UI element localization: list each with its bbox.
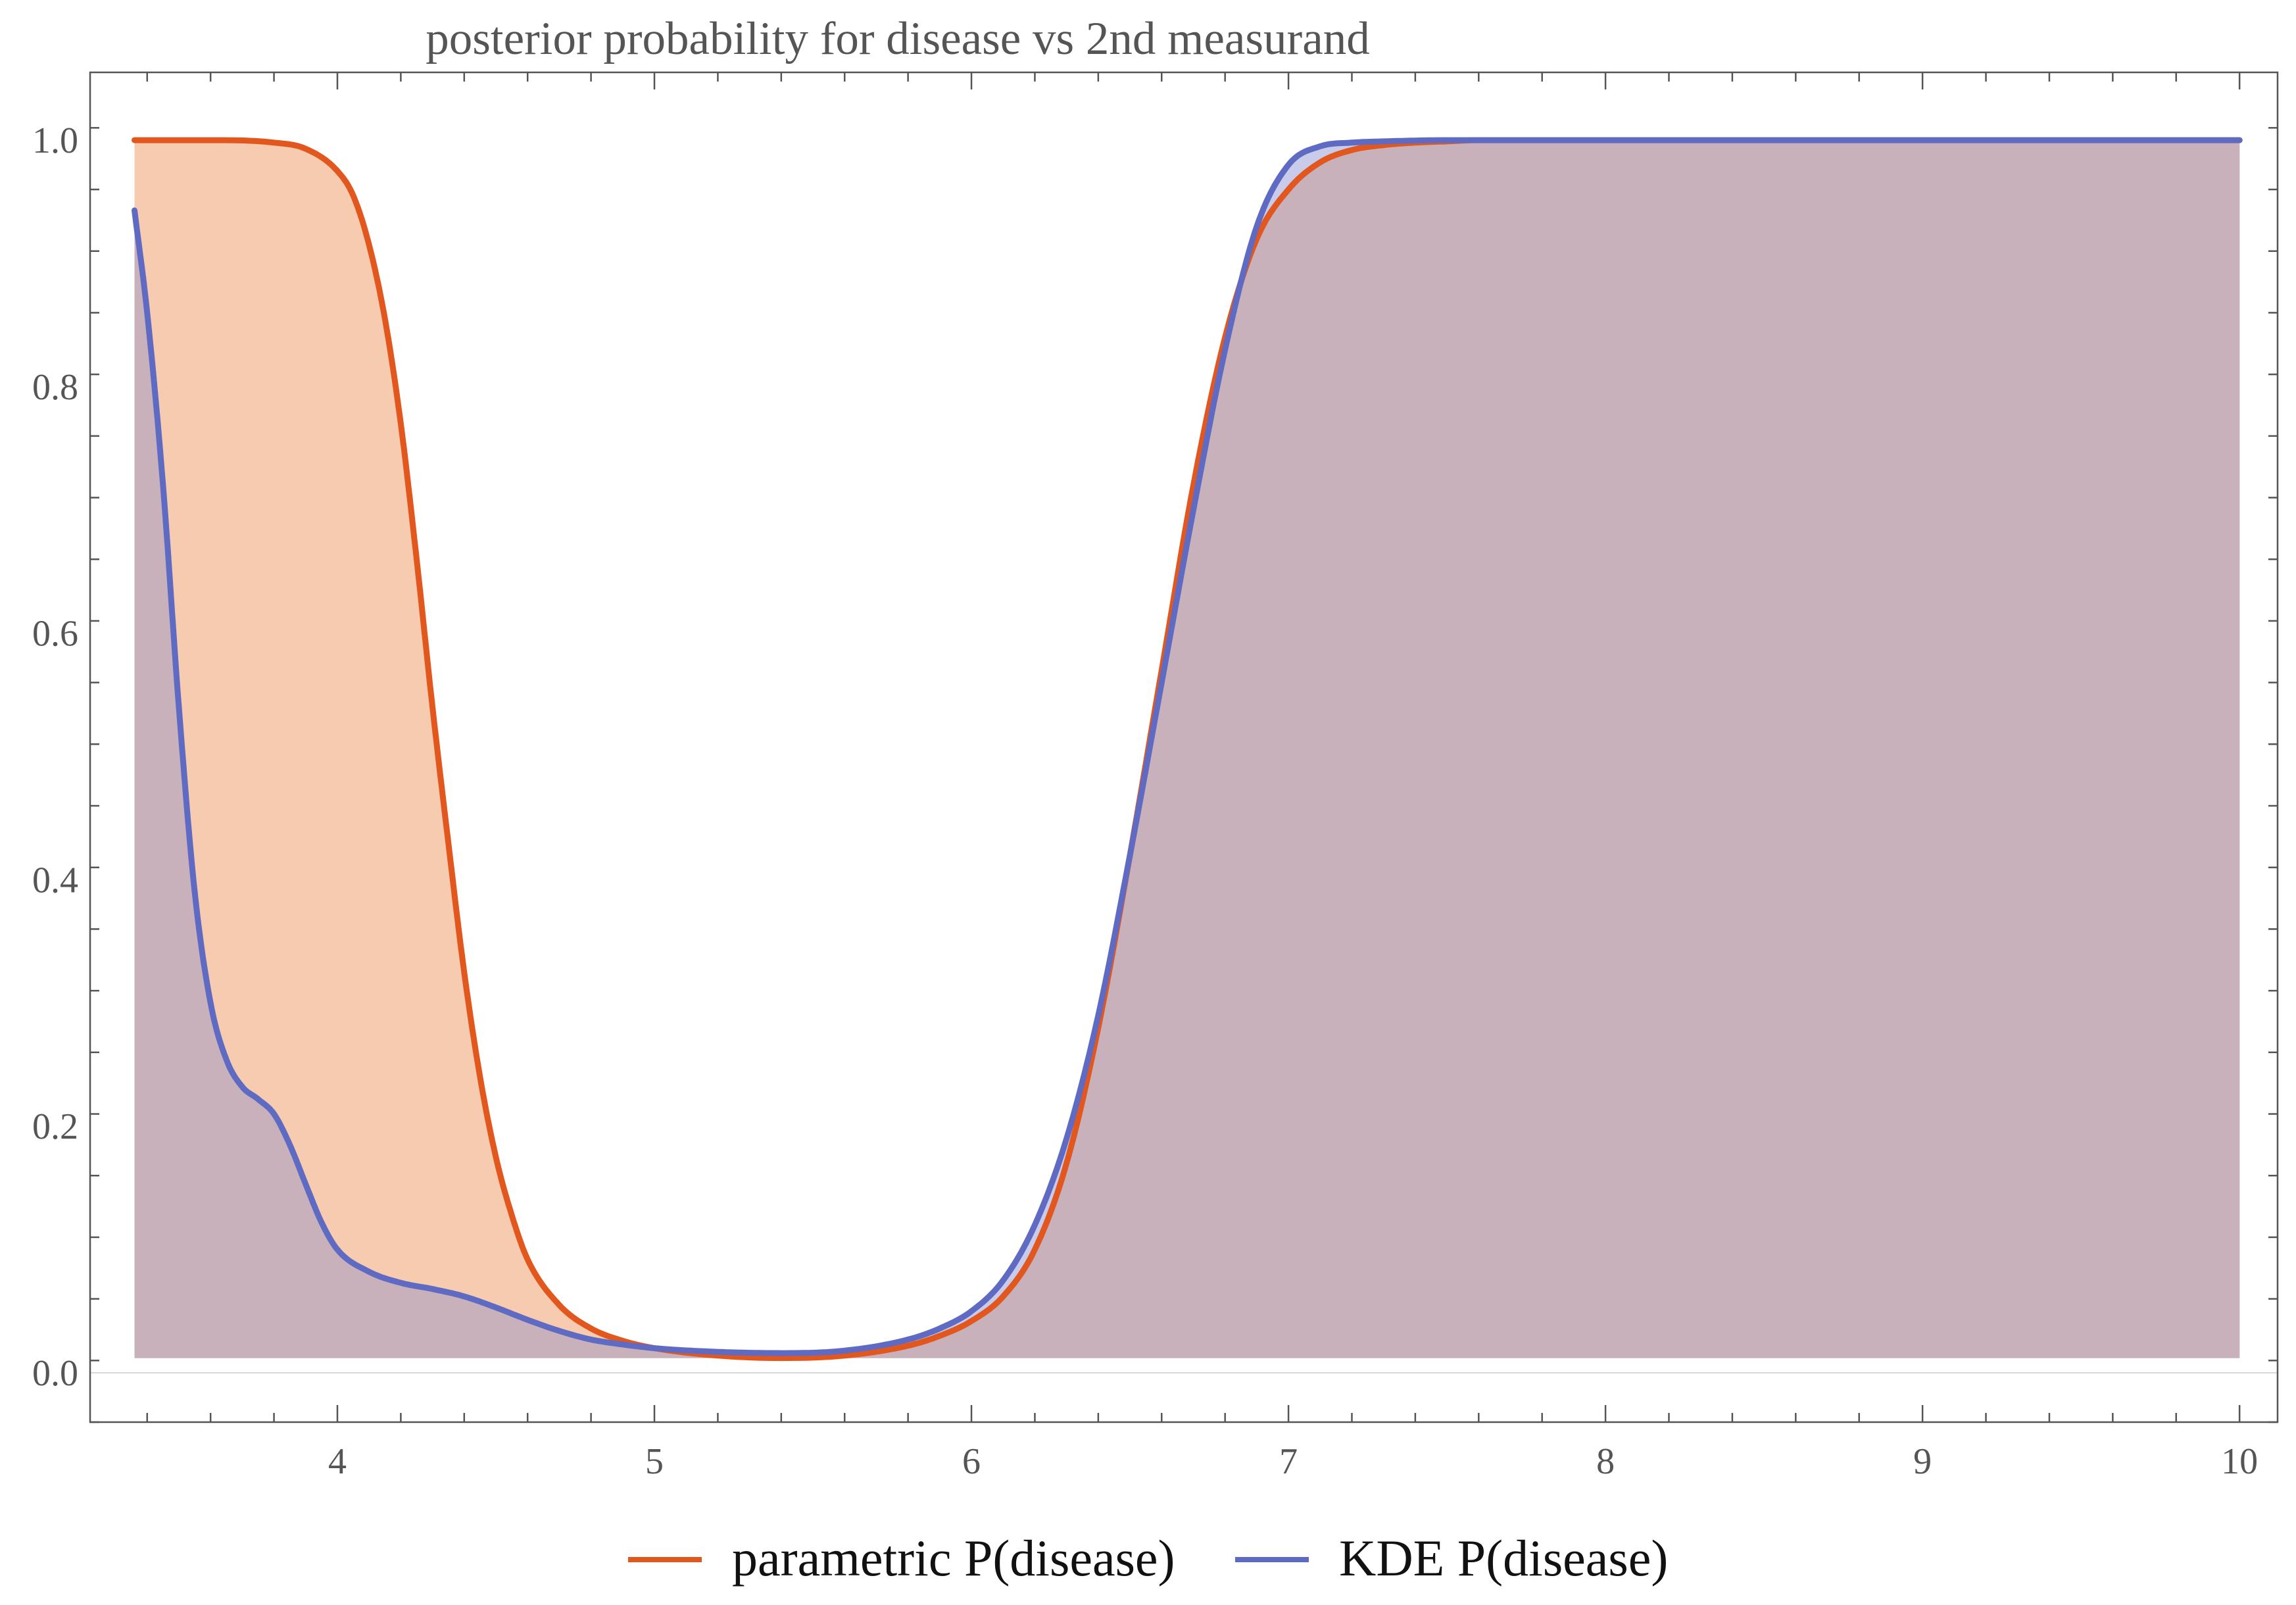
series-line-parametric	[132, 137, 2243, 1362]
x-tick-label: 5	[645, 1441, 664, 1482]
y-tick-label: 0.2	[32, 1106, 78, 1147]
x-tick-label: 7	[1279, 1441, 1298, 1482]
series-line-kde	[132, 137, 2243, 1356]
x-axis-ticks: 4 5 6 7 8 9 10	[146, 72, 2258, 1482]
x-tick-label: 8	[1596, 1441, 1615, 1482]
y-tick-label: 0.6	[32, 614, 78, 654]
area-fills	[134, 140, 2240, 1358]
legend-label-kde: KDE P(disease)	[1339, 1529, 1668, 1587]
y-tick-label: 0.0	[32, 1353, 78, 1394]
x-tick-label: 10	[2221, 1441, 2258, 1482]
plot-frame	[89, 71, 2279, 1423]
x-tick-label: 9	[1913, 1441, 1932, 1482]
y-tick-label: 1.0	[32, 120, 78, 161]
y-tick-label: 0.4	[32, 860, 78, 901]
legend: parametric P(disease) KDE P(disease)	[628, 1529, 1668, 1587]
chart-title: posterior probability for disease vs 2nd…	[426, 13, 1369, 64]
y-axis-ticks: 0.0 0.2 0.4 0.6 0.8 1.0	[32, 120, 2278, 1423]
series-lines	[132, 137, 2243, 1362]
legend-label-parametric: parametric P(disease)	[732, 1529, 1175, 1587]
x-tick-label: 4	[328, 1441, 347, 1482]
x-tick-label: 6	[962, 1441, 981, 1482]
area-fill-overlap	[134, 140, 2240, 1358]
y-tick-label: 0.8	[32, 367, 78, 408]
